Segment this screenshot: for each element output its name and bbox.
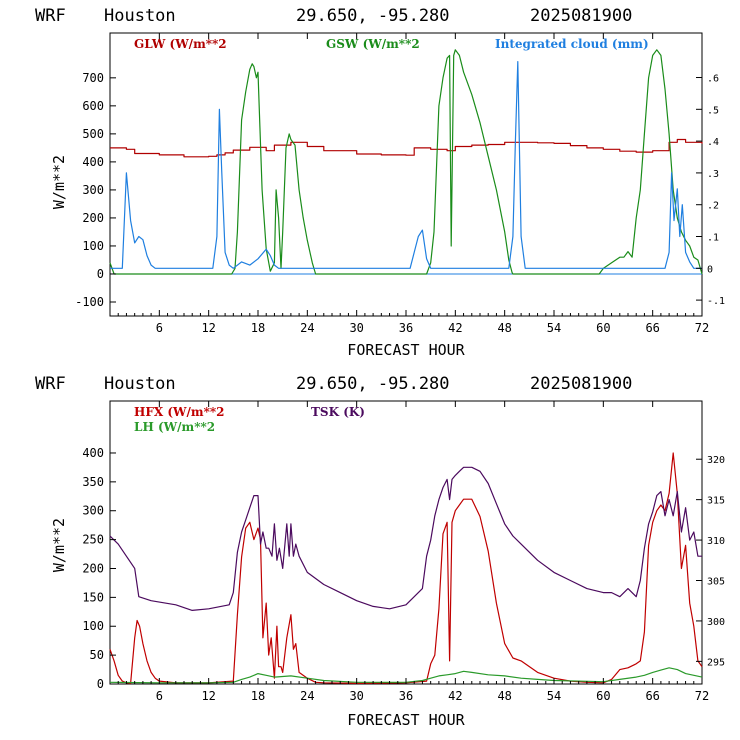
y-tick-label: 200 bbox=[82, 561, 104, 575]
y-tick-label: 700 bbox=[82, 71, 104, 85]
y-tick-label: 100 bbox=[82, 239, 104, 253]
header-coords: 29.650, -95.280 bbox=[296, 6, 450, 26]
y2-tick-label: 295 bbox=[707, 657, 725, 668]
header-model: WRF bbox=[35, 374, 66, 394]
y-tick-label: 350 bbox=[82, 475, 104, 489]
y2-tick-label: .3 bbox=[707, 169, 719, 180]
legend-lh: LH (W/m**2 bbox=[134, 420, 215, 434]
y2-tick-label: .5 bbox=[707, 105, 719, 116]
y-tick-label: 0 bbox=[97, 677, 104, 691]
x-axis-label: FORECAST HOUR bbox=[347, 711, 465, 729]
x-tick-label: 42 bbox=[448, 321, 462, 335]
y-tick-label: 300 bbox=[82, 504, 104, 518]
legend-cloud: Integrated cloud (mm) bbox=[495, 37, 649, 51]
legend-tsk: TSK (K) bbox=[311, 405, 365, 419]
x-tick-label: 42 bbox=[448, 689, 462, 703]
plot-frame bbox=[109, 400, 703, 685]
x-tick-label: 6 bbox=[156, 689, 163, 703]
legend-hfx: HFX (W/m**2 bbox=[134, 405, 224, 419]
x-tick-label: 54 bbox=[547, 689, 561, 703]
x-tick-label: 60 bbox=[596, 321, 610, 335]
x-tick-label: 18 bbox=[251, 321, 265, 335]
header-init: 2025081900 bbox=[530, 6, 632, 26]
series-line-lh-w-m bbox=[109, 667, 703, 684]
y2-tick-label: -.1 bbox=[707, 296, 725, 307]
x-tick-label: 66 bbox=[645, 689, 659, 703]
y2-tick-label: 0 bbox=[707, 264, 713, 275]
legend-glw: GLW (W/m**2 bbox=[134, 37, 227, 51]
y2-tick-label: 315 bbox=[707, 496, 725, 507]
y2-tick-label: 300 bbox=[707, 617, 725, 628]
axes-group: 6 12 18 24 30 36 42 48 54 60 66 72 -100 0 100 200 300 400… bbox=[75, 33, 725, 335]
series-line-glw-w-m bbox=[110, 138, 703, 158]
x-tick-label: 72 bbox=[695, 689, 709, 703]
x-tick-label: 54 bbox=[547, 321, 561, 335]
y-axis-label: W/m**2 bbox=[50, 518, 68, 572]
y-tick-label: 250 bbox=[82, 533, 104, 547]
series-line-hfx-w-m bbox=[109, 452, 703, 684]
series-line-integrated-cloud-mm bbox=[110, 61, 702, 269]
y-tick-label: 150 bbox=[82, 590, 104, 604]
series-line-tsk-k bbox=[109, 466, 702, 611]
y-tick-label: 300 bbox=[82, 183, 104, 197]
series-line-gsw-w-m bbox=[109, 49, 703, 275]
y-tick-label: 0 bbox=[97, 267, 104, 281]
header-init: 2025081900 bbox=[530, 374, 632, 394]
x-tick-label: 24 bbox=[300, 321, 314, 335]
y2-tick-label: 310 bbox=[707, 536, 725, 547]
x-tick-label: 6 bbox=[156, 321, 163, 335]
y-tick-label: 400 bbox=[82, 155, 104, 169]
y2-tick-label: .6 bbox=[707, 74, 719, 85]
x-tick-label: 24 bbox=[300, 689, 314, 703]
y-tick-label: 50 bbox=[90, 648, 104, 662]
x-tick-label: 30 bbox=[349, 689, 363, 703]
y-tick-label: 400 bbox=[82, 446, 104, 460]
x-tick-label: 60 bbox=[596, 689, 610, 703]
top-header: WRF Houston 29.650, -95.280 2025081900 bbox=[35, 6, 632, 26]
x-tick-label: 48 bbox=[497, 321, 511, 335]
x-tick-label: 30 bbox=[349, 321, 363, 335]
x-tick-label: 12 bbox=[201, 689, 215, 703]
y2-tick-label: 305 bbox=[707, 577, 725, 588]
y2-tick-label: .2 bbox=[707, 201, 719, 212]
x-tick-label: 48 bbox=[497, 689, 511, 703]
x-axis-label: FORECAST HOUR bbox=[347, 341, 465, 359]
series-group bbox=[109, 452, 703, 684]
fluxes-skin-temp-panel: 6 12 18 24 30 36 42 48 54 60 66 72 0 50 100 150 200 250 30… bbox=[50, 400, 725, 729]
y2-tick-label: .1 bbox=[707, 233, 719, 244]
y-axis-label: W/m**2 bbox=[50, 155, 68, 209]
axes-group: 6 12 18 24 30 36 42 48 54 60 66 72 0 50 100 150 200 250 30… bbox=[82, 401, 725, 703]
y-tick-label: 100 bbox=[82, 619, 104, 633]
bottom-header: WRF Houston 29.650, -95.280 2025081900 bbox=[35, 374, 632, 394]
y-tick-label: 200 bbox=[82, 211, 104, 225]
header-city: Houston bbox=[104, 6, 176, 26]
x-tick-label: 72 bbox=[695, 321, 709, 335]
radiation-cloud-panel: 6 12 18 24 30 36 42 48 54 60 66 72 -100 0 100 200 300 400… bbox=[50, 32, 725, 359]
header-model: WRF bbox=[35, 6, 66, 26]
x-tick-label: 18 bbox=[251, 689, 265, 703]
y2-tick-label: .4 bbox=[707, 137, 719, 148]
x-tick-label: 36 bbox=[399, 689, 413, 703]
y-tick-label: -100 bbox=[75, 295, 104, 309]
legend-gsw: GSW (W/m**2 bbox=[326, 37, 420, 51]
y-tick-label: 600 bbox=[82, 99, 104, 113]
y-tick-label: 500 bbox=[82, 127, 104, 141]
x-tick-label: 36 bbox=[399, 321, 413, 335]
x-tick-label: 12 bbox=[201, 321, 215, 335]
series-group bbox=[109, 49, 703, 275]
header-city: Houston bbox=[104, 374, 176, 394]
x-tick-label: 66 bbox=[645, 321, 659, 335]
header-coords: 29.650, -95.280 bbox=[296, 374, 450, 394]
y2-tick-label: 320 bbox=[707, 455, 725, 466]
